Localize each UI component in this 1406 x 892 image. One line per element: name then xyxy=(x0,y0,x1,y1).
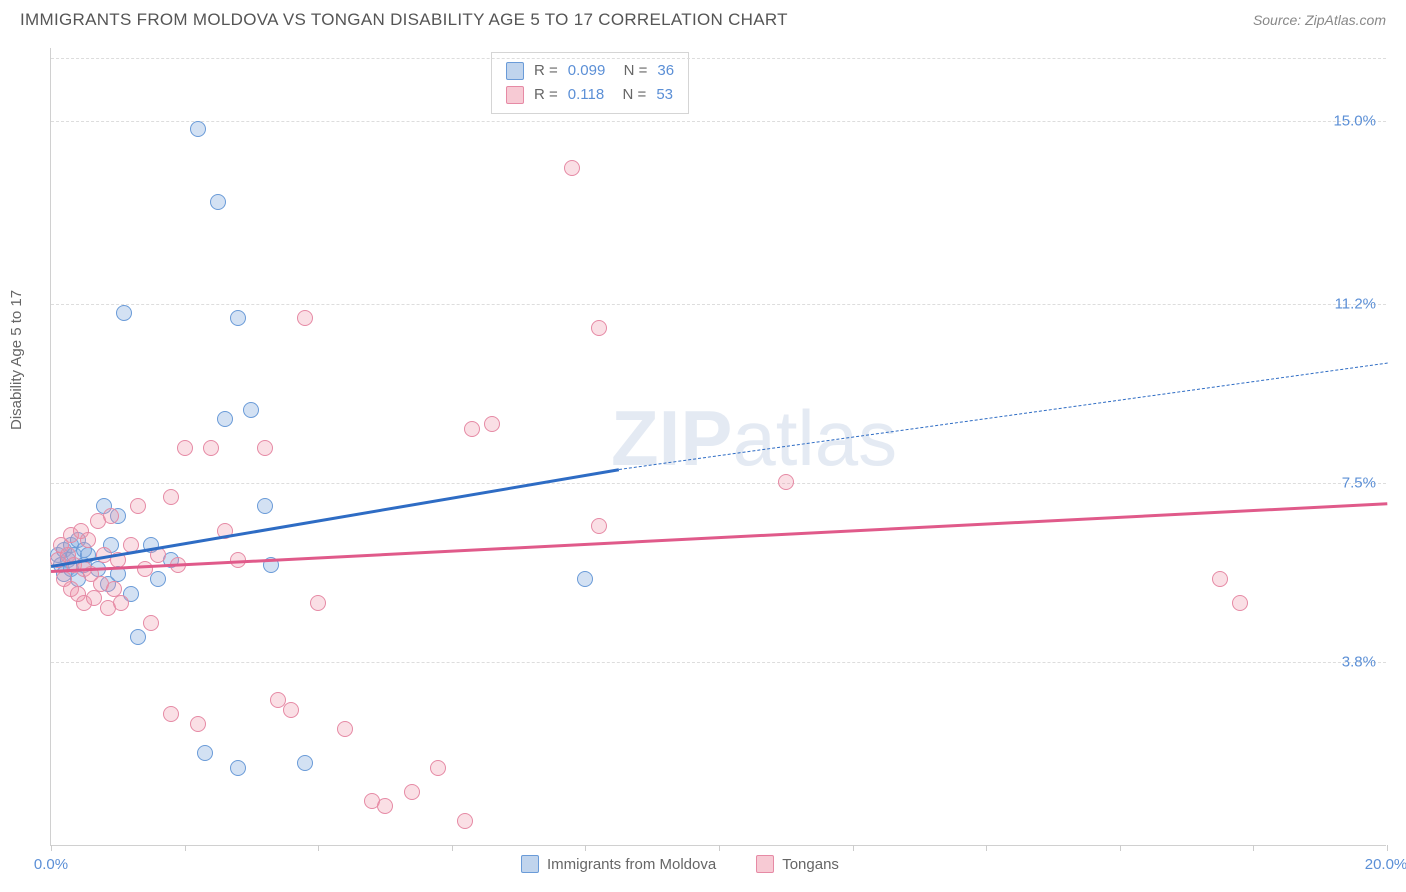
data-point xyxy=(230,760,246,776)
gridline xyxy=(51,121,1386,122)
data-point xyxy=(210,194,226,210)
data-point xyxy=(177,440,193,456)
data-point xyxy=(243,402,259,418)
data-point xyxy=(190,121,206,137)
xtick-mark xyxy=(185,845,186,851)
xtick-mark xyxy=(853,845,854,851)
ytick-label: 3.8% xyxy=(1342,654,1376,671)
xtick-mark xyxy=(585,845,586,851)
data-point xyxy=(404,784,420,800)
data-point xyxy=(310,595,326,611)
xtick-mark xyxy=(318,845,319,851)
legend-item-moldova: Immigrants from Moldova xyxy=(521,855,716,873)
swatch-blue-icon xyxy=(506,62,524,80)
xtick-mark xyxy=(1253,845,1254,851)
data-point xyxy=(257,498,273,514)
y-axis-label: Disability Age 5 to 17 xyxy=(8,290,25,430)
data-point xyxy=(430,760,446,776)
data-point xyxy=(297,310,313,326)
data-point xyxy=(257,440,273,456)
data-point xyxy=(103,508,119,524)
data-point xyxy=(377,798,393,814)
data-point xyxy=(137,561,153,577)
xtick-mark xyxy=(986,845,987,851)
xtick-mark xyxy=(719,845,720,851)
header: IMMIGRANTS FROM MOLDOVA VS TONGAN DISABI… xyxy=(0,0,1406,35)
data-point xyxy=(484,416,500,432)
watermark: ZIPatlas xyxy=(611,393,897,484)
series-legend: Immigrants from Moldova Tongans xyxy=(521,855,839,873)
swatch-pink-icon xyxy=(506,86,524,104)
gridline xyxy=(51,483,1386,484)
data-point xyxy=(591,518,607,534)
data-point xyxy=(203,440,219,456)
gridline xyxy=(51,58,1386,59)
data-point xyxy=(464,421,480,437)
source-label: Source: ZipAtlas.com xyxy=(1253,12,1386,28)
xtick-mark xyxy=(1387,845,1388,851)
data-point xyxy=(217,411,233,427)
xtick-min: 0.0% xyxy=(34,856,68,873)
xtick-mark xyxy=(452,845,453,851)
trend-line xyxy=(51,503,1387,573)
data-point xyxy=(591,320,607,336)
ytick-label: 15.0% xyxy=(1333,112,1376,129)
ytick-label: 11.2% xyxy=(1335,296,1376,313)
data-point xyxy=(564,160,580,176)
legend-item-tongans: Tongans xyxy=(756,855,839,873)
gridline xyxy=(51,662,1386,663)
data-point xyxy=(1232,595,1248,611)
data-point xyxy=(230,310,246,326)
data-point xyxy=(283,702,299,718)
chart-title: IMMIGRANTS FROM MOLDOVA VS TONGAN DISABI… xyxy=(20,10,788,30)
data-point xyxy=(577,571,593,587)
data-point xyxy=(337,721,353,737)
data-point xyxy=(80,532,96,548)
scatter-chart: ZIPatlas R = 0.099 N = 36 R = 0.118 N = … xyxy=(50,48,1386,846)
data-point xyxy=(197,745,213,761)
correlation-legend: R = 0.099 N = 36 R = 0.118 N = 53 xyxy=(491,52,689,114)
xtick-max: 20.0% xyxy=(1365,856,1406,873)
data-point xyxy=(778,474,794,490)
xtick-mark xyxy=(51,845,52,851)
swatch-blue-icon xyxy=(521,855,539,873)
legend-row-moldova: R = 0.099 N = 36 xyxy=(506,59,674,83)
data-point xyxy=(190,716,206,732)
xtick-mark xyxy=(1120,845,1121,851)
ytick-label: 7.5% xyxy=(1342,475,1376,492)
legend-row-tongans: R = 0.118 N = 53 xyxy=(506,83,674,107)
data-point xyxy=(143,615,159,631)
data-point xyxy=(297,755,313,771)
data-point xyxy=(130,498,146,514)
data-point xyxy=(150,571,166,587)
swatch-pink-icon xyxy=(756,855,774,873)
data-point xyxy=(1212,571,1228,587)
data-point xyxy=(130,629,146,645)
data-point xyxy=(116,305,132,321)
data-point xyxy=(163,706,179,722)
gridline xyxy=(51,304,1386,305)
data-point xyxy=(113,595,129,611)
trend-line xyxy=(619,362,1387,469)
data-point xyxy=(457,813,473,829)
data-point xyxy=(163,489,179,505)
